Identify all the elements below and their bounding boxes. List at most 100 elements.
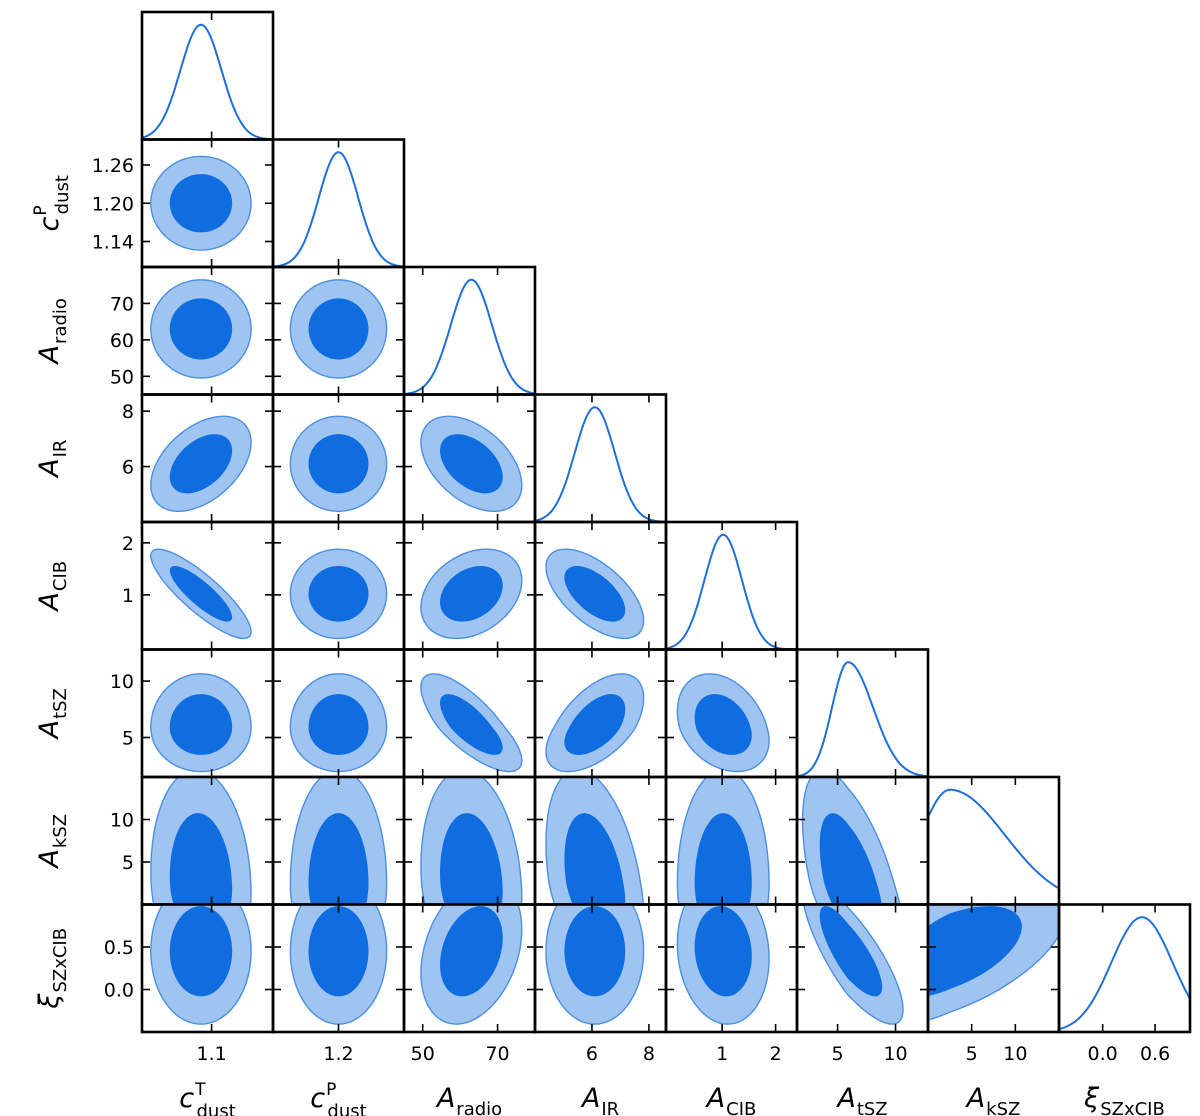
contour-68-A_CIB-c_dust_P: [308, 565, 369, 622]
contour-68-A_kSZ-c_dust_T: [169, 813, 233, 905]
y-tick-label: 0.5: [104, 937, 134, 959]
x-tick-label: 5: [832, 1043, 844, 1065]
marginal-curve-c_dust_T: [142, 23, 273, 140]
contour-68-A_radio-c_dust_T: [169, 298, 233, 360]
panel-A_tSZ-A_IR: [545, 673, 645, 773]
contour-68-xi_SZxCIB-c_dust_T: [169, 906, 233, 997]
contour-68-A_kSZ-A_radio: [439, 813, 503, 905]
x-tick-label: 8: [643, 1043, 655, 1065]
marginal-curve-xi_SZxCIB: [1059, 916, 1190, 1031]
y-tick-label: 5: [122, 852, 134, 874]
panel-xi_SZxCIB-A_tSZ: [803, 904, 904, 1025]
x-tick-label: 2: [770, 1043, 782, 1065]
contour-68-A_radio-c_dust_P: [308, 298, 369, 360]
y-tick-label: 50: [110, 366, 134, 388]
panel-A_CIB-A_CIB: [666, 533, 797, 650]
panel-xi_SZxCIB-A_kSZ: [928, 904, 1059, 1021]
y-tick-label: 8: [122, 401, 134, 423]
marginal-curve-A_tSZ: [797, 661, 928, 777]
contour-68-xi_SZxCIB-A_CIB: [694, 906, 752, 997]
panel-xi_SZxCIB-xi_SZxCIB: [1059, 916, 1190, 1031]
panel-xi_SZxCIB-c_dust_P: [289, 904, 388, 1025]
panel-A_kSZ-A_CIB: [676, 777, 770, 905]
panel-A_tSZ-c_dust_T: [150, 673, 252, 773]
y-tick-label: 70: [110, 293, 134, 315]
marginal-curve-A_radio: [404, 278, 535, 395]
panel-A_kSZ-c_dust_T: [150, 777, 252, 905]
contour-68-A_kSZ-A_tSZ: [819, 813, 882, 905]
x-tick-label: 0.6: [1140, 1043, 1170, 1065]
panel-A_IR-A_IR: [535, 406, 666, 522]
x-tick-label: 6: [586, 1043, 598, 1065]
contour-68-A_tSZ-c_dust_T: [169, 694, 233, 755]
axis-label-A_IR: AIR: [580, 1083, 619, 1116]
y-tick-label: 0.0: [104, 980, 134, 1002]
panel-A_kSZ-A_IR: [545, 777, 645, 905]
axis-label-A_kSZ: AkSZ: [34, 814, 71, 870]
axis-label-c_dust_P: cPdust: [31, 175, 73, 231]
y-tick-label: 10: [110, 671, 134, 693]
panel-frame: [795, 648, 930, 779]
axis-label-A_CIB: ACIB: [705, 1083, 757, 1116]
panel-A_tSZ-A_radio: [420, 673, 523, 773]
panel-frame: [664, 520, 799, 651]
panel-A_radio-A_radio: [404, 278, 535, 395]
panel-A_tSZ-A_tSZ: [797, 661, 928, 777]
axis-label-xi_SZxCIB: ξSZxCIB: [1083, 1083, 1165, 1116]
x-tick-label: 70: [485, 1043, 509, 1065]
x-tick-label: 10: [1003, 1043, 1027, 1065]
contour-68-A_kSZ-A_CIB: [694, 813, 752, 905]
contour-68-A_CIB-c_dust_T: [169, 566, 233, 622]
y-tick-label: 1.26: [92, 155, 134, 177]
panel-c_dust_P-c_dust_P: [273, 151, 404, 267]
contour-68-A_kSZ-A_IR: [564, 813, 626, 905]
x-tick-label: 1.1: [196, 1043, 226, 1065]
y-tick-label: 1.20: [92, 193, 134, 215]
y-tick-label: 5: [122, 728, 134, 750]
panel-A_CIB-A_IR: [545, 548, 645, 640]
contour-68-A_CIB-A_IR: [564, 566, 626, 622]
contour-68-A_tSZ-c_dust_P: [308, 694, 369, 755]
contour-68-A_tSZ-A_radio: [439, 694, 503, 755]
contour-68-A_tSZ-A_CIB: [694, 694, 752, 755]
contour-68-A_IR-c_dust_P: [308, 434, 369, 494]
panel-frame: [926, 775, 1061, 906]
axis-label-A_radio: Aradio: [34, 298, 71, 365]
panel-A_CIB-c_dust_P: [289, 548, 388, 640]
marginal-curve-A_IR: [535, 406, 666, 522]
panel-A_IR-A_radio: [420, 415, 523, 512]
y-tick-label: 6: [122, 457, 134, 479]
panel-xi_SZxCIB-c_dust_T: [150, 904, 252, 1025]
y-tick-label: 2: [122, 533, 134, 555]
x-tick-label: 10: [883, 1043, 907, 1065]
panel-A_kSZ-c_dust_P: [289, 777, 388, 905]
contour-68-A_IR-c_dust_T: [169, 434, 233, 494]
panel-xi_SZxCIB-A_radio: [420, 904, 523, 1025]
axis-label-A_kSZ: AkSZ: [965, 1083, 1021, 1116]
contour-68-xi_SZxCIB-c_dust_P: [308, 906, 369, 997]
marginal-curve-c_dust_P: [273, 151, 404, 267]
panel-A_tSZ-A_CIB: [676, 673, 770, 773]
y-tick-label: 60: [110, 330, 134, 352]
axis-label-A_CIB: ACIB: [34, 561, 71, 613]
x-tick-label: 1: [716, 1043, 728, 1065]
contour-68-xi_SZxCIB-A_radio: [439, 906, 503, 997]
panel-frame: [1057, 903, 1192, 1034]
marginal-curve-A_kSZ: [928, 788, 1059, 890]
contour-68-c_dust_P-c_dust_T: [169, 174, 233, 233]
panel-c_dust_P-c_dust_T: [150, 155, 252, 251]
contour-68-xi_SZxCIB-A_tSZ: [819, 906, 883, 997]
axis-label-c_dust_T: cT dust: [179, 1080, 236, 1116]
panel-c_dust_T-c_dust_T: [142, 23, 273, 140]
panel-A_kSZ-A_radio: [420, 777, 523, 905]
axis-label-A_tSZ: AtSZ: [835, 1083, 887, 1116]
panel-A_kSZ-A_tSZ: [801, 777, 901, 905]
marginal-curve-A_CIB: [666, 533, 797, 650]
panel-A_CIB-A_radio: [420, 548, 523, 640]
panel-A_kSZ-A_kSZ: [928, 788, 1059, 890]
y-tick-label: 1.14: [92, 232, 134, 254]
panel-xi_SZxCIB-A_CIB: [676, 904, 770, 1025]
contour-68-A_tSZ-A_IR: [564, 694, 626, 755]
